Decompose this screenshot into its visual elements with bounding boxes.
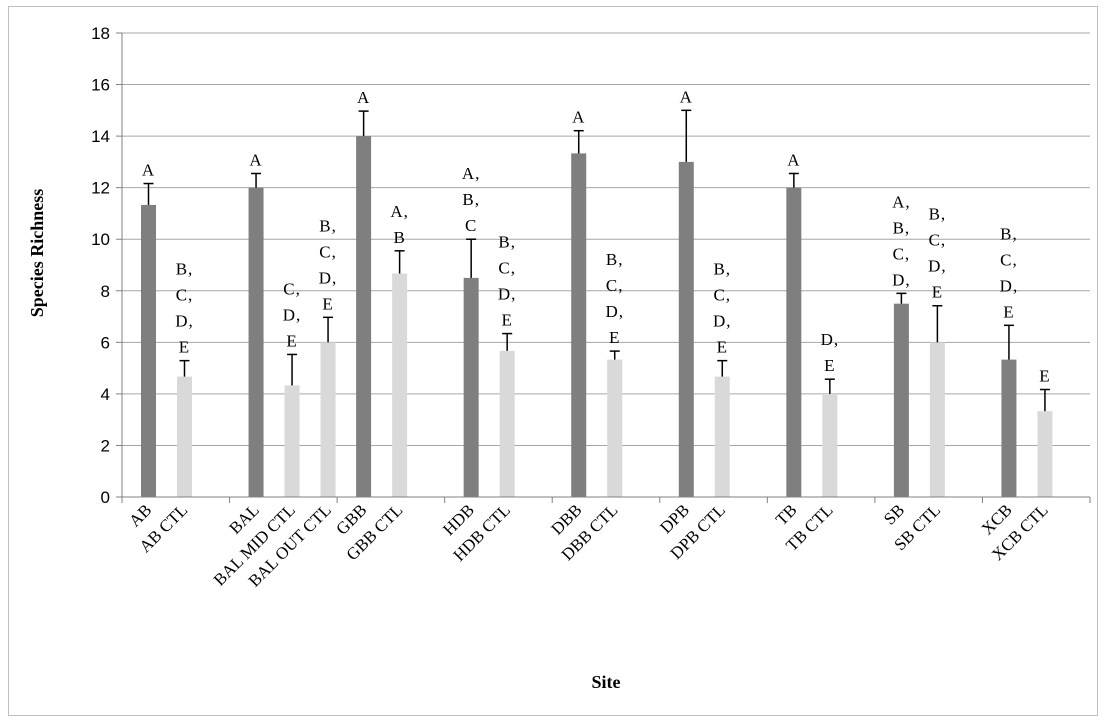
significance-letter: A [249, 150, 262, 169]
significance-letter: C, [176, 286, 194, 305]
significance-letter: E [322, 294, 333, 313]
significance-letter: D, [821, 330, 840, 349]
significance-letter: B, [713, 260, 731, 279]
grid-lines [122, 32, 1090, 446]
significance-letter: C [465, 216, 477, 235]
bar [320, 342, 336, 497]
significance-letter: B, [893, 218, 911, 237]
significance-letter: B, [498, 233, 516, 252]
significance-letter: D, [175, 312, 194, 331]
y-tick-label: 10 [91, 230, 110, 249]
significance-letter: B, [462, 190, 480, 209]
significance-letter: D, [605, 302, 624, 321]
significance-letter: A, [390, 202, 409, 221]
significance-letter: D, [928, 257, 947, 276]
significance-letter: D, [283, 305, 302, 324]
axes: 0 2 4 6 8 10 12 14 16 18 [91, 24, 1091, 507]
y-tick-label: 16 [91, 76, 110, 95]
y-axis-title: Species Richness [27, 189, 47, 318]
bar [929, 342, 945, 497]
bar [392, 273, 408, 497]
significance-letter: E [1003, 302, 1014, 321]
significance-letter: A [787, 150, 800, 169]
significance-letter: D, [1000, 276, 1019, 295]
significance-letter: D, [713, 312, 732, 331]
significance-letter: C, [319, 242, 337, 261]
y-tick-label: 0 [101, 488, 110, 507]
y-tick-label: 12 [91, 179, 110, 198]
bar [786, 187, 802, 497]
y-tick-label: 4 [101, 385, 110, 404]
significance-letter: A [680, 87, 693, 106]
bar [893, 303, 909, 497]
significance-letter: C, [713, 286, 731, 305]
significance-letter: B, [319, 216, 337, 235]
significance-letter: D, [498, 285, 517, 304]
bar [463, 277, 479, 497]
bar [1037, 411, 1053, 497]
x-axis-title: Site [592, 672, 621, 692]
significance-letter: E [1039, 367, 1050, 386]
significance-letter: E [824, 356, 835, 375]
x-category-label: AB [125, 500, 155, 530]
bar [571, 153, 587, 498]
bars [141, 109, 1053, 498]
y-tick-label: 8 [101, 282, 110, 301]
significance-letter: E [286, 331, 297, 350]
significance-letter: A, [892, 192, 911, 211]
x-category-label: SB [880, 500, 908, 528]
bar [822, 393, 838, 497]
significance-letter: C, [1000, 250, 1018, 269]
significance-letter: E [179, 338, 190, 357]
significance-letter: B, [1000, 224, 1018, 243]
y-tick-label: 2 [101, 436, 110, 455]
significance-letter: D, [892, 270, 911, 289]
bar [714, 376, 730, 497]
bar [177, 376, 192, 497]
significance-letter: C, [498, 259, 516, 278]
bar [607, 359, 623, 497]
bar [356, 136, 372, 497]
significance-letter: E [501, 311, 512, 330]
chart-frame: 0 2 4 6 8 10 12 14 16 18 A AB B, C, D, E AB CTL A BAL C, D,… [8, 6, 1098, 716]
bar [248, 187, 264, 497]
bar [499, 350, 515, 497]
significance-letter: D, [319, 268, 338, 287]
significance-letter: B [393, 228, 405, 247]
y-tick-label: 18 [91, 24, 110, 43]
bar [1001, 359, 1017, 497]
bar [141, 204, 156, 497]
significance-letter: B, [606, 250, 624, 269]
significance-letter: B, [929, 205, 947, 224]
y-tick-label: 14 [91, 127, 110, 146]
significance-letter: E [717, 338, 728, 357]
significance-letter: C, [929, 231, 947, 250]
bar [284, 385, 300, 497]
significance-letter: A [572, 108, 585, 127]
bar [678, 161, 694, 497]
x-category-label: TB [772, 500, 801, 529]
y-tick-label: 6 [101, 333, 110, 352]
significance-letter: A, [462, 164, 481, 183]
significance-letter: C, [893, 244, 911, 263]
significance-letter: A [357, 88, 370, 107]
significance-letter: E [932, 283, 943, 302]
significance-letter: A [142, 161, 155, 180]
significance-letter: B, [176, 260, 194, 279]
significance-letter: C, [606, 276, 624, 295]
significance-letter: E [609, 328, 620, 347]
significance-letter: C, [283, 279, 301, 298]
